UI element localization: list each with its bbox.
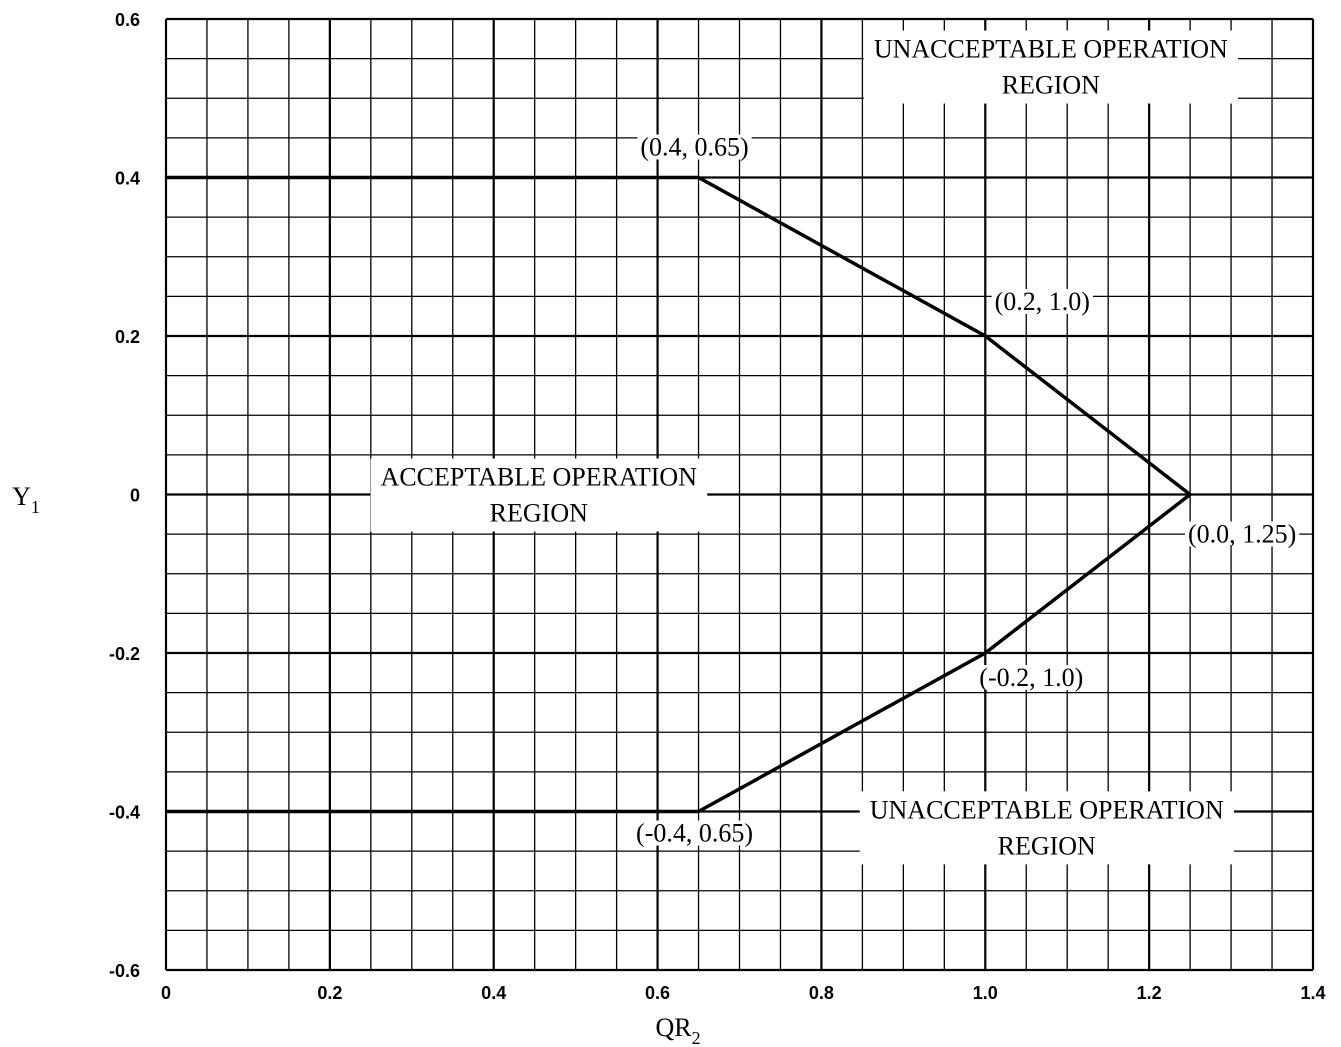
- x-axis-title: QR2: [655, 1013, 700, 1047]
- x-tick-label: 0: [161, 983, 171, 1003]
- point-label-bg: [1184, 521, 1300, 547]
- x-tick-label: 1.4: [1300, 983, 1325, 1003]
- region-label: UNACCEPTABLE OPERATION REGION: [859, 791, 1234, 865]
- point-label-bg: [637, 134, 752, 160]
- operation-boundary-line: [166, 175, 1193, 814]
- region-label-line: ACCEPTABLE OPERATION: [381, 463, 698, 492]
- point-label-bg: [976, 665, 1087, 690]
- point-label: (0.4, 0.65): [637, 133, 752, 162]
- point-label: (-0.2, 1.0): [976, 663, 1087, 692]
- point-label-text: (0.2, 1.0): [995, 287, 1090, 316]
- region-label-bg: [370, 458, 708, 532]
- region-label-line: REGION: [1002, 71, 1100, 100]
- region-label-bg: [863, 30, 1239, 104]
- x-tick-label: 0.2: [317, 983, 342, 1003]
- point-label: (0.2, 1.0): [991, 287, 1093, 316]
- x-tick-label: 1.0: [973, 983, 998, 1003]
- y-tick-label: 0.2: [115, 327, 140, 347]
- y-tick-label: 0: [130, 486, 140, 506]
- point-label-bg: [991, 289, 1093, 314]
- x-tick-label: 0.6: [645, 983, 670, 1003]
- point-labels: (0.4, 0.65) (0.2, 1.0) (0.0, 1.25) (-0.2, 1…: [633, 133, 1300, 848]
- region-label-line: REGION: [490, 499, 588, 528]
- y-tick-label: -0.6: [109, 961, 140, 981]
- region-label-line: UNACCEPTABLE OPERATION: [870, 795, 1224, 824]
- region-label-line: UNACCEPTABLE OPERATION: [874, 35, 1228, 64]
- region-label: ACCEPTABLE OPERATION REGION: [370, 458, 708, 532]
- point-label-text: (0.0, 1.25): [1188, 520, 1296, 549]
- y-tick-label: 0.4: [115, 169, 140, 189]
- x-tick-labels: 0 0.2 0.4 0.6 0.8 1.0 1.2 1.4: [161, 983, 1326, 1003]
- point-label-bg: [633, 820, 757, 846]
- point-label-text: (0.4, 0.65): [640, 133, 748, 162]
- x-tick-label: 0.4: [481, 983, 506, 1003]
- region-label-bg: [859, 791, 1234, 865]
- point-label: (0.0, 1.25): [1184, 520, 1300, 549]
- point-label: (-0.4, 0.65): [633, 819, 757, 848]
- x-tick-label: 1.2: [1137, 983, 1162, 1003]
- y-tick-labels: 0.6 0.4 0.2 0 -0.2 -0.4 -0.6: [109, 10, 140, 981]
- x-tick-label: 0.8: [809, 983, 834, 1003]
- y-tick-label: -0.4: [109, 803, 140, 823]
- region-label: UNACCEPTABLE OPERATION REGION: [863, 30, 1239, 104]
- y-axis-title: Y1: [12, 482, 40, 517]
- point-label-text: (-0.2, 1.0): [979, 663, 1083, 692]
- region-label-line: REGION: [998, 831, 1096, 860]
- y-tick-label: 0.6: [115, 10, 140, 30]
- point-label-text: (-0.4, 0.65): [636, 819, 753, 848]
- y-tick-label: -0.2: [109, 644, 140, 664]
